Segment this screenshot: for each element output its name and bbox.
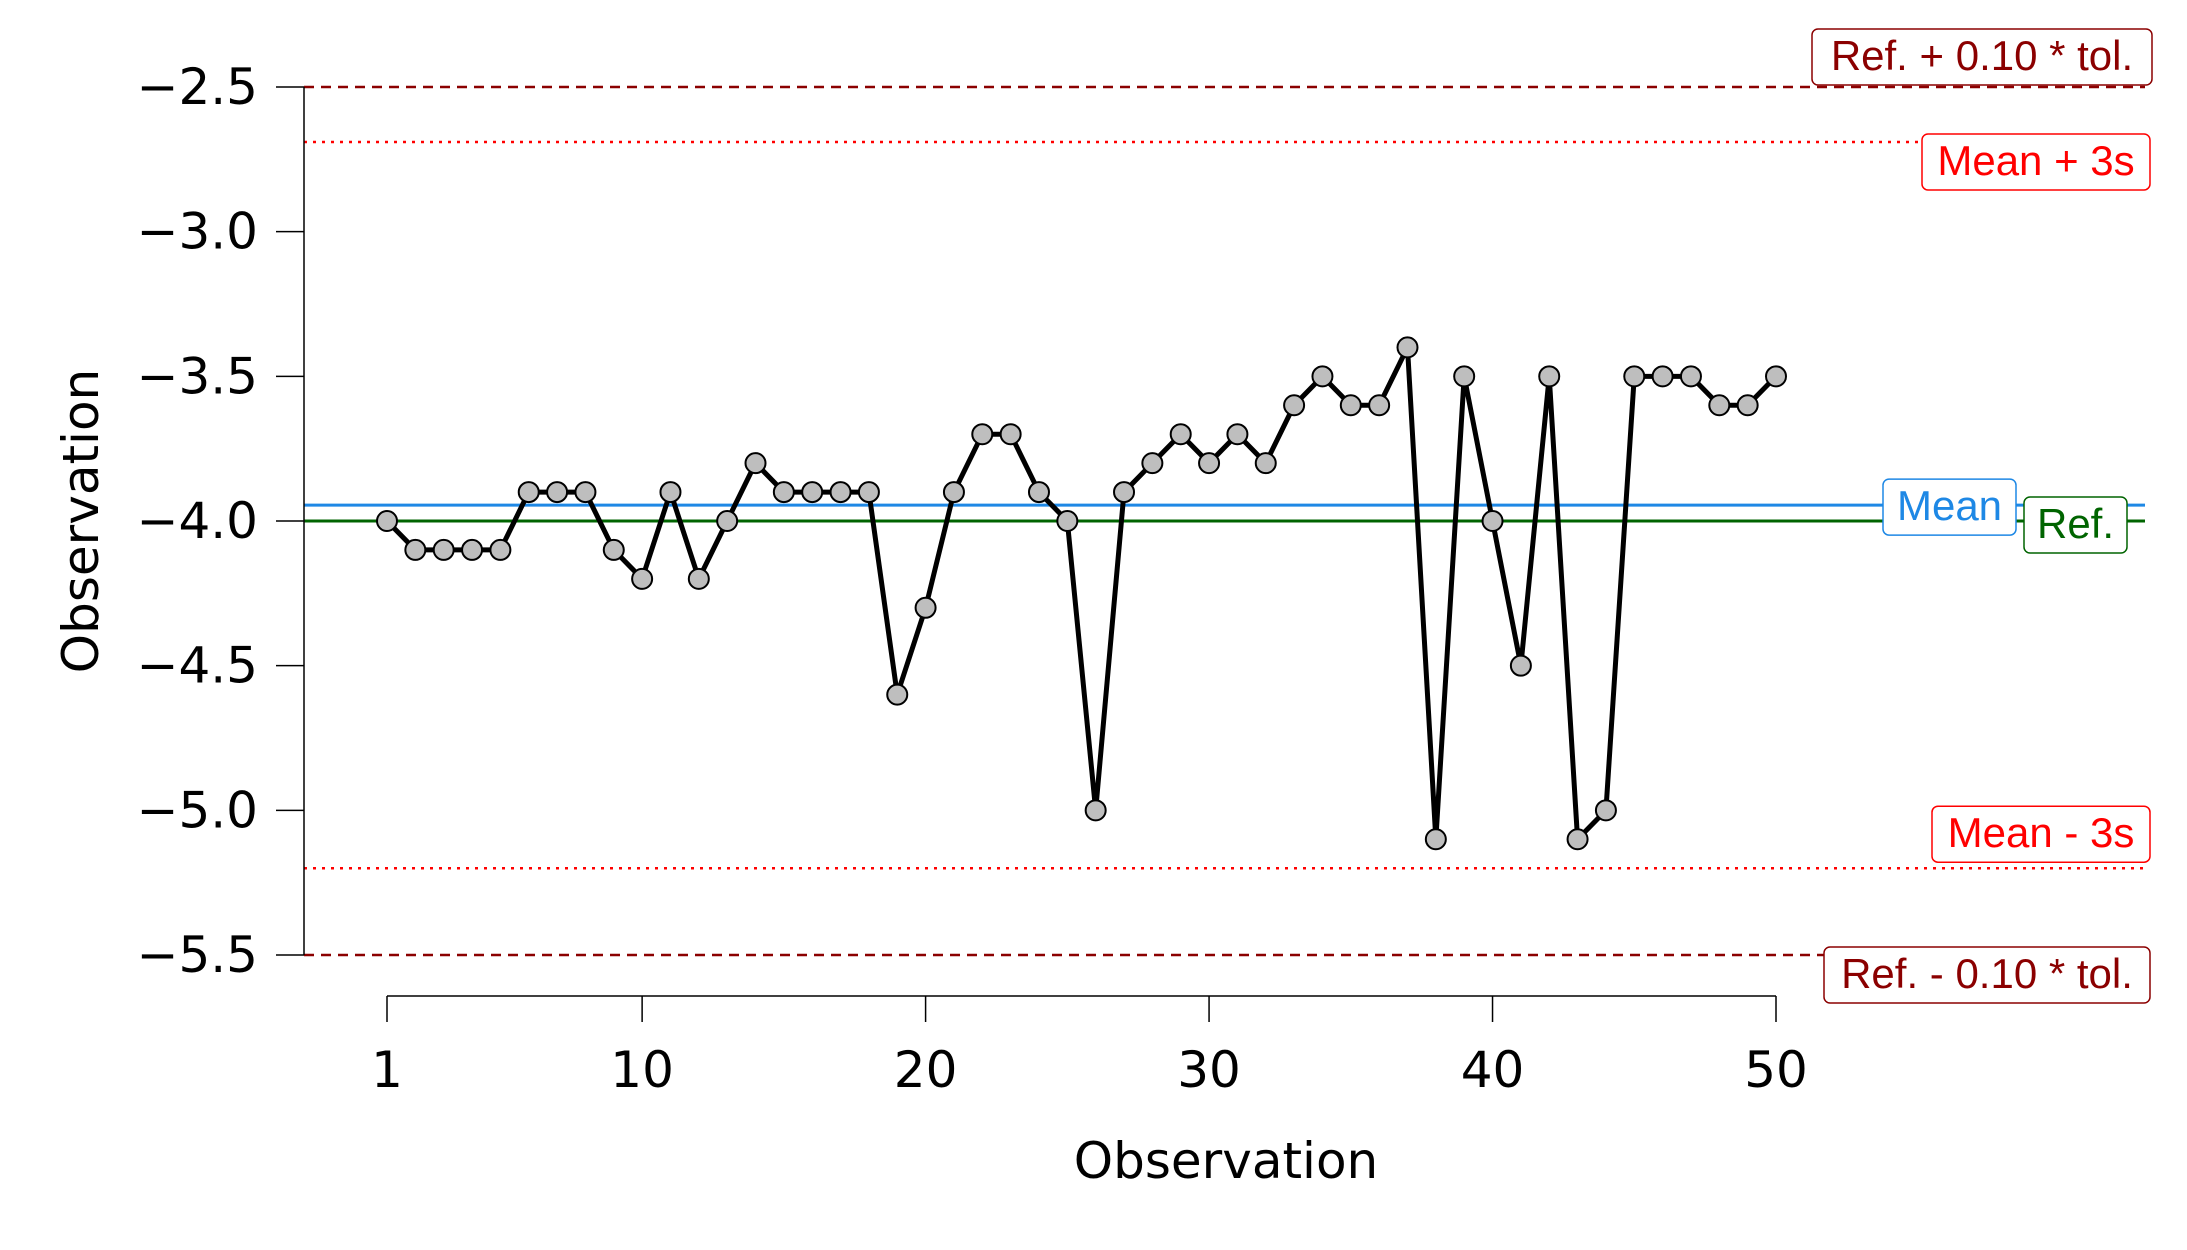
data-point (1566, 828, 1589, 851)
x-tick-label: 50 (1744, 1041, 1808, 1099)
y-tick-label: −3.5 (137, 347, 258, 405)
x-tick-label: 30 (1177, 1041, 1241, 1099)
data-point (404, 538, 427, 561)
data-point (631, 567, 654, 590)
data-point (1453, 365, 1476, 388)
data-point (659, 481, 682, 504)
series-line (385, 344, 1778, 842)
reference-label-box-0 (1811, 28, 2153, 86)
x-ticks: 1 10 20 30 40 50 (371, 996, 1808, 1099)
y-tick-label: −3.0 (137, 203, 258, 261)
data-point (1339, 394, 1362, 417)
y-tick-label: −4.5 (137, 637, 258, 695)
data-point (1424, 828, 1447, 851)
y-tick-label: −5.5 (137, 926, 258, 984)
data-point (1679, 365, 1702, 388)
data-point (942, 481, 965, 504)
data-point (857, 481, 880, 504)
reference-label-box-2 (1882, 478, 2017, 536)
reference-label-5: Ref. - 0.10 * tol. (1841, 950, 2133, 997)
x-tick-label: 40 (1461, 1041, 1525, 1099)
data-point (1594, 799, 1617, 822)
data-point (1708, 394, 1731, 417)
data-point (1169, 423, 1192, 446)
data-point (829, 481, 852, 504)
data-point (744, 452, 767, 475)
y-ticks: −2.5 −3.0 −3.5 −4.0 −4.5 −5.0 −5.5 (137, 58, 304, 984)
reference-label-0: Ref. + 0.10 * tol. (1831, 32, 2133, 79)
data-point (716, 510, 739, 532)
data-point (999, 423, 1022, 446)
reference-label-box-1 (1921, 133, 2151, 191)
data-point (489, 538, 512, 561)
data-point (1283, 394, 1306, 417)
reference-label-box-3 (2023, 496, 2128, 554)
y-axis-title: Observation (52, 369, 110, 673)
reference-label-1: Mean + 3s (1937, 137, 2134, 184)
data-point (1198, 452, 1221, 475)
axes (303, 87, 1776, 997)
x-tick-label: 1 (371, 1041, 403, 1099)
reference-label-box-4 (1931, 805, 2151, 863)
x-tick-label: 10 (610, 1041, 674, 1099)
data-point (1396, 336, 1419, 359)
data-point (1311, 365, 1334, 388)
data-point (1623, 365, 1646, 388)
y-tick-label: −2.5 (137, 58, 258, 116)
data-point (376, 510, 398, 532)
data-point (772, 481, 795, 504)
data-point (602, 538, 625, 561)
reference-label-3: Ref. (2037, 500, 2114, 547)
data-point (574, 481, 597, 504)
data-point (1056, 510, 1079, 532)
data-point (1736, 394, 1759, 417)
data-point (1481, 510, 1504, 532)
data-series (376, 336, 1787, 851)
data-point (914, 596, 937, 619)
data-point (801, 481, 824, 504)
data-point (1226, 423, 1249, 446)
data-point (517, 481, 540, 504)
reference-lines (304, 85, 2145, 957)
data-point (1254, 452, 1277, 475)
data-point (886, 683, 909, 706)
data-point (1651, 365, 1674, 388)
data-point (1027, 481, 1050, 504)
data-point (1765, 365, 1787, 388)
data-point (1141, 452, 1164, 475)
data-point (461, 538, 484, 561)
data-point (1538, 365, 1561, 388)
x-axis-title: Observation (1074, 1132, 1378, 1190)
data-point (432, 538, 455, 561)
reference-label-4: Mean - 3s (1948, 809, 2135, 856)
data-point (546, 481, 569, 504)
reference-label-box-5 (1823, 946, 2151, 1004)
data-point (971, 423, 994, 446)
y-tick-label: −4.0 (137, 492, 258, 550)
data-point (1509, 654, 1532, 677)
data-point (1368, 394, 1391, 417)
reference-label-2: Mean (1897, 482, 2002, 529)
data-point (1113, 481, 1136, 504)
y-tick-label: −5.0 (137, 781, 258, 839)
x-tick-label: 20 (894, 1041, 958, 1099)
data-point (687, 567, 710, 590)
data-point (1084, 799, 1107, 822)
reference-labels: Ref. + 0.10 * tol. Mean + 3s Mean Ref. Mean … (1811, 28, 2153, 1004)
